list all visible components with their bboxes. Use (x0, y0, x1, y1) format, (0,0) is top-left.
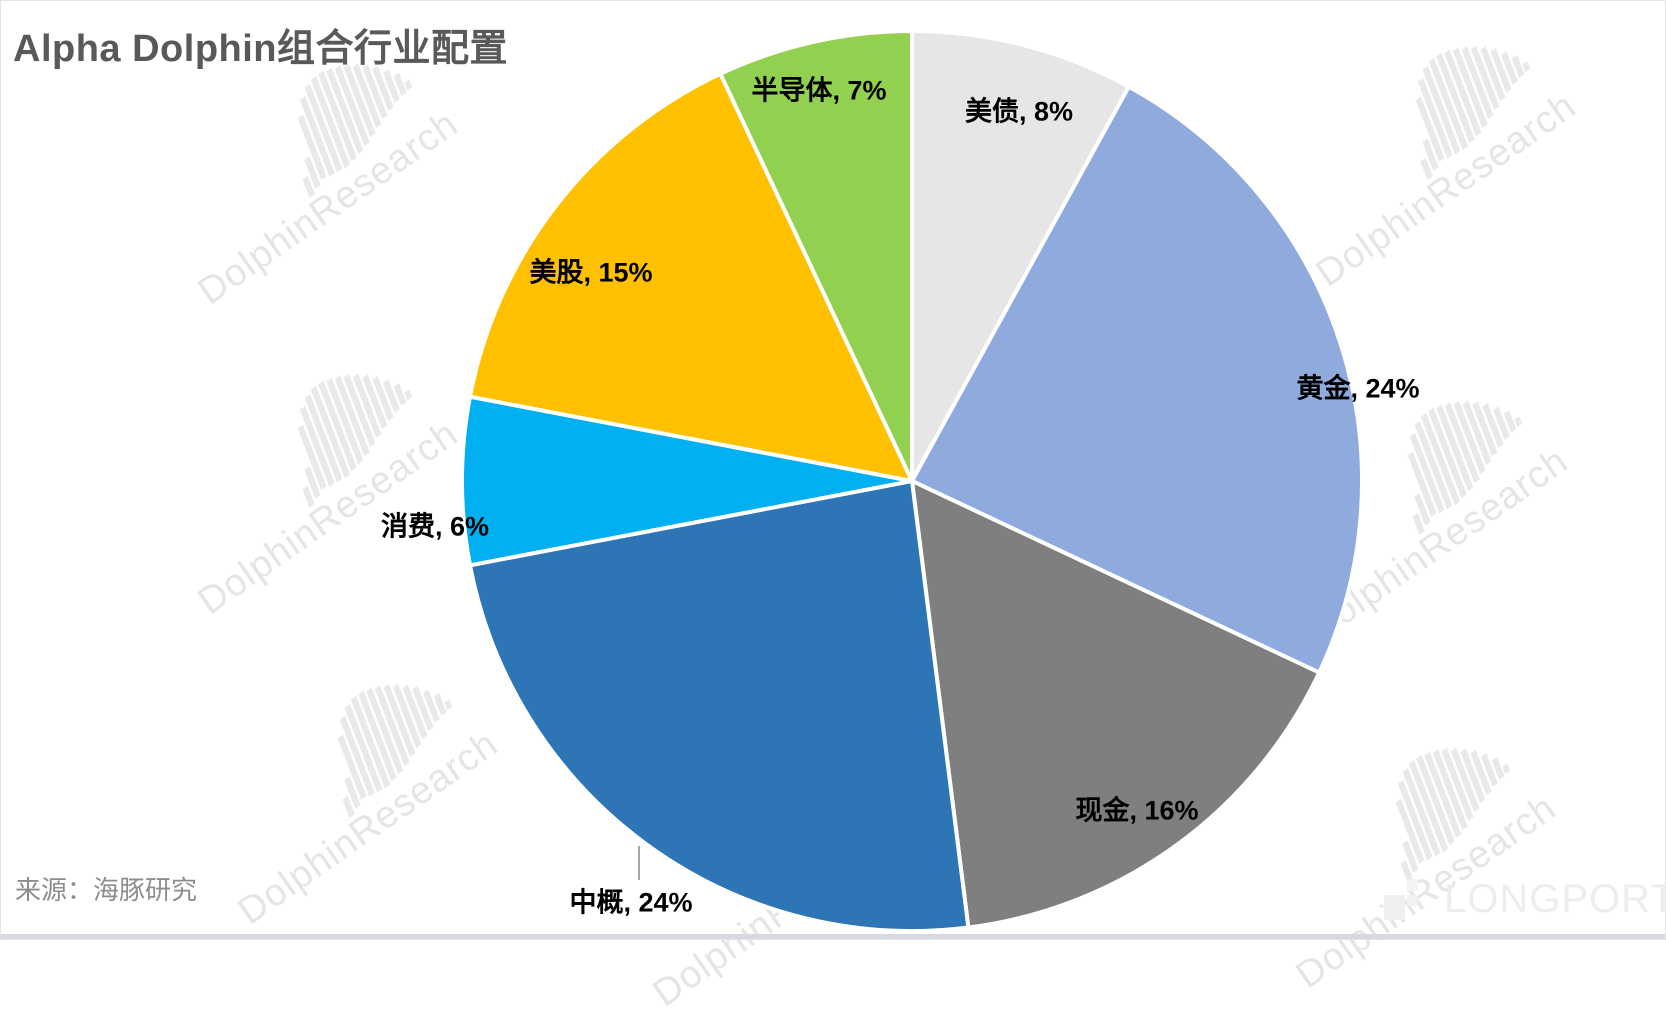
pie-slice-5-美股 (468, 71, 914, 483)
longport-logo-icon (1384, 879, 1418, 920)
longport-brand: LONGPORT (1384, 877, 1666, 922)
pie-label-us-bonds: 美债, 8% (964, 96, 1074, 127)
pie-slice-6-半导体 (718, 29, 914, 483)
longport-wordmark: LONGPORT (1444, 877, 1666, 921)
label-leader-line (638, 846, 640, 880)
page-title: Alpha Dolphin组合行业配置 (13, 28, 509, 70)
pie-label-consumer: 消费, 6% (380, 511, 490, 542)
window-bottom-border (1, 934, 1665, 939)
pie-chart (460, 29, 1364, 934)
pie-label-china-stocks: 中概, 24% (569, 887, 693, 918)
pie-slice-4-消费 (460, 394, 914, 568)
pie-label-gold: 黄金, 24% (1296, 373, 1420, 404)
pie-label-cash: 现金, 16% (1075, 795, 1199, 826)
pie-slice-0-美债 (910, 29, 1131, 483)
pie-label-us-stocks: 美股, 15% (529, 257, 653, 288)
source-note: 来源：海豚研究 (15, 875, 198, 905)
pie-slice-1-黄金 (910, 84, 1364, 675)
pie-slice-2-现金 (910, 479, 1322, 930)
pie-label-semiconductor: 半导体, 7% (751, 75, 887, 106)
